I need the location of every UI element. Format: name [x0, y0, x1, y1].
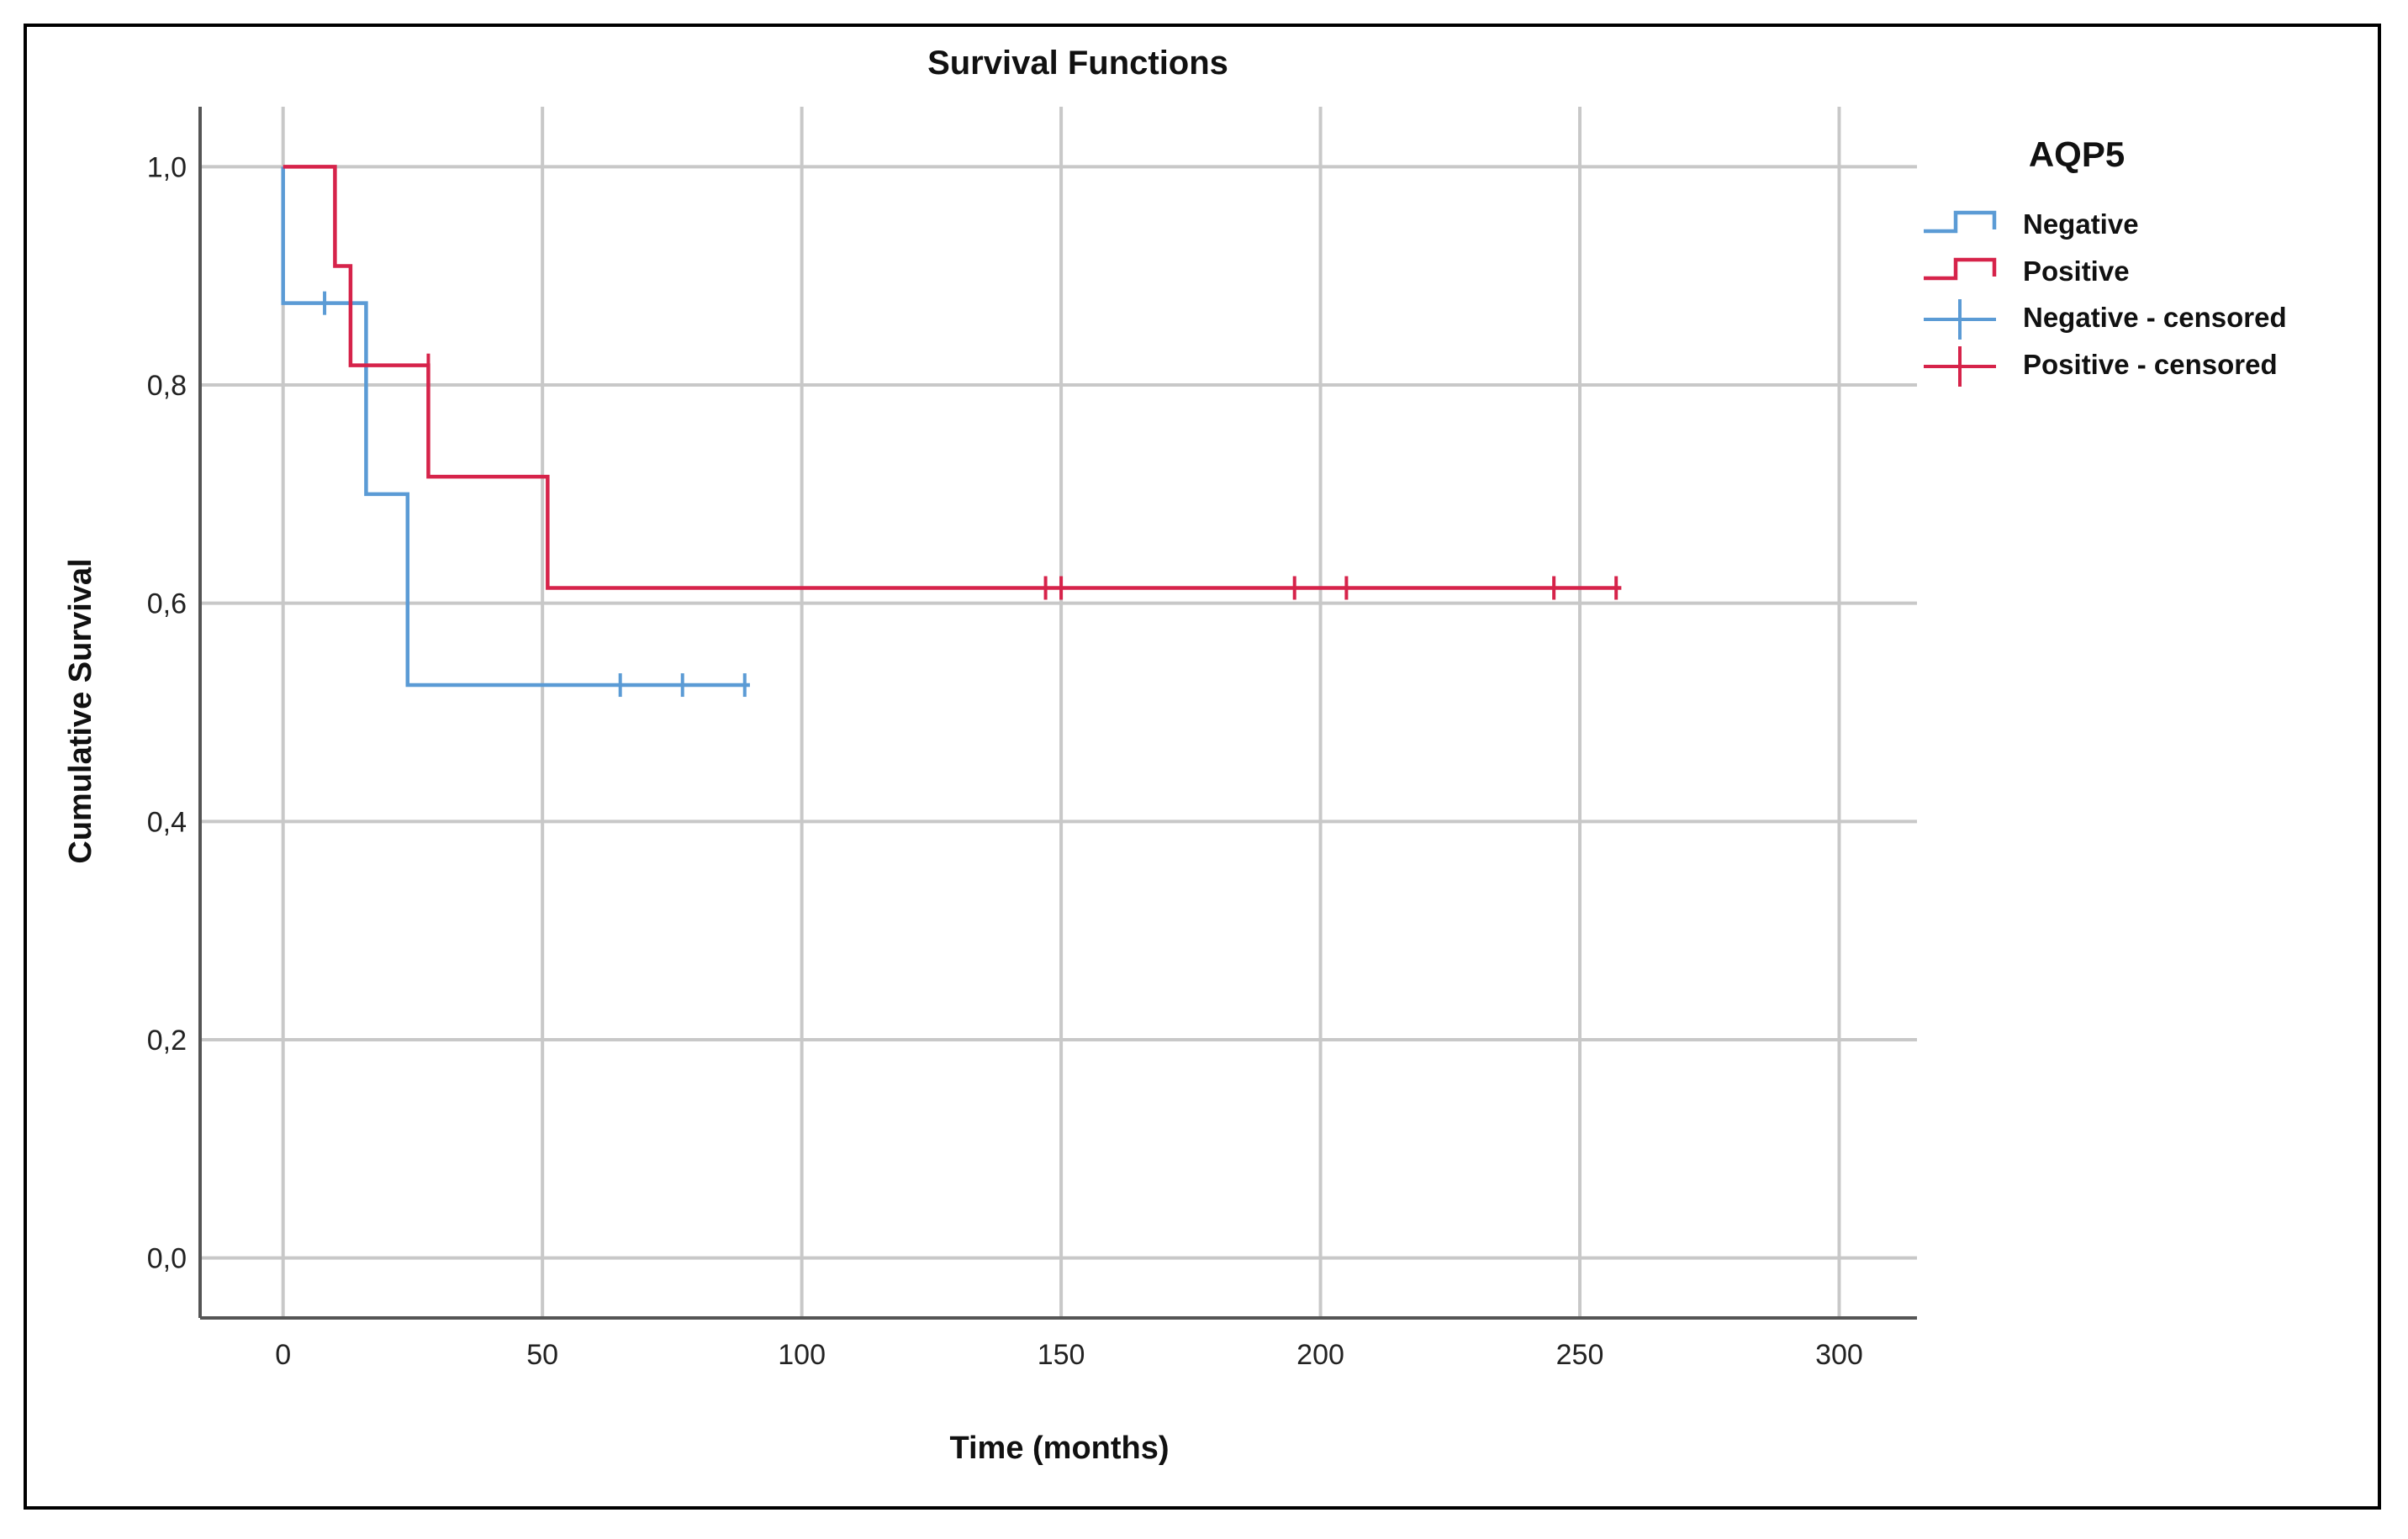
positive-survival-line: [283, 165, 1622, 590]
x-tick-label: 150: [1038, 1339, 1085, 1371]
y-tick-label: 1,0: [147, 151, 187, 183]
y-tick-label: 0,6: [147, 588, 187, 620]
chart-frame: [24, 24, 2381, 1510]
series: [281, 165, 1622, 698]
legend-step-symbol: [1924, 210, 1997, 234]
x-axis-label: Time (months): [949, 1431, 1169, 1466]
y-tick-label: 0,8: [147, 370, 187, 402]
x-tick-label: 0: [275, 1339, 291, 1371]
grid: [200, 107, 1917, 1318]
legend-entries: Negative Positive Negative - censored Posit…: [1924, 208, 2287, 387]
tick-labels: 0 50 100 150 200 250 300 0,0 0,2 0,4 0,6 0,8 1,0: [147, 151, 1863, 1371]
legend-label: Positive: [2023, 256, 2130, 287]
y-tick-label: 0,4: [147, 806, 187, 838]
axes: [198, 107, 1917, 1320]
x-tick-label: 50: [526, 1339, 558, 1371]
y-tick-label: 0,2: [147, 1025, 187, 1057]
legend-label: Negative - censored: [2023, 302, 2287, 333]
legend-step-symbol: [1924, 257, 1997, 281]
y-tick-label: 0,0: [147, 1243, 187, 1275]
x-tick-label: 300: [1815, 1339, 1863, 1371]
chart-title: Survival Functions: [927, 45, 1228, 82]
legend: AQP5 Negative Positive Negative - censored…: [1924, 134, 2287, 387]
legend-label: Negative: [2023, 208, 2139, 240]
x-tick-label: 250: [1556, 1339, 1604, 1371]
y-axis-label: Cumulative Survival: [63, 558, 98, 863]
legend-title: AQP5: [2029, 134, 2125, 174]
legend-label: Positive - censored: [2023, 349, 2278, 380]
x-tick-label: 100: [778, 1339, 826, 1371]
x-tick-label: 200: [1296, 1339, 1344, 1371]
negative-survival-line: [281, 166, 750, 688]
